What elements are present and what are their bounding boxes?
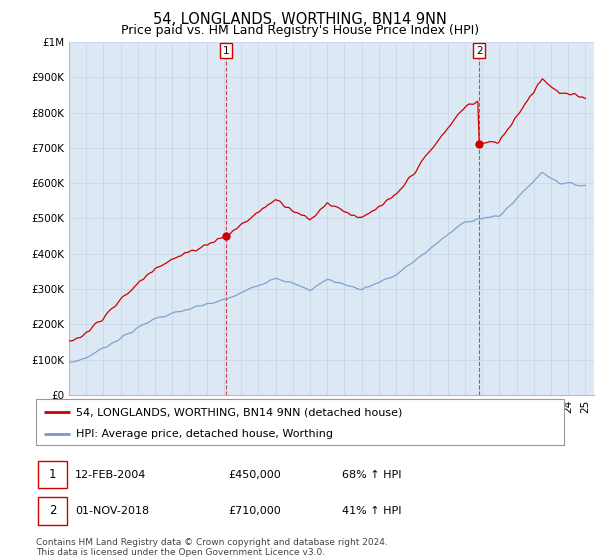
Text: HPI: Average price, detached house, Worthing: HPI: Average price, detached house, Wort…	[76, 429, 332, 438]
FancyBboxPatch shape	[38, 497, 67, 525]
Text: 41% ↑ HPI: 41% ↑ HPI	[342, 506, 401, 516]
Text: 12-FEB-2004: 12-FEB-2004	[75, 470, 146, 479]
Text: Price paid vs. HM Land Registry's House Price Index (HPI): Price paid vs. HM Land Registry's House …	[121, 24, 479, 37]
Text: 1: 1	[223, 46, 229, 56]
Text: 1: 1	[49, 468, 56, 481]
FancyBboxPatch shape	[38, 461, 67, 488]
Text: 68% ↑ HPI: 68% ↑ HPI	[342, 470, 401, 479]
Text: 2: 2	[476, 46, 482, 56]
Text: Contains HM Land Registry data © Crown copyright and database right 2024.
This d: Contains HM Land Registry data © Crown c…	[36, 538, 388, 557]
Text: £450,000: £450,000	[228, 470, 281, 479]
Text: 54, LONGLANDS, WORTHING, BN14 9NN (detached house): 54, LONGLANDS, WORTHING, BN14 9NN (detac…	[76, 407, 402, 417]
Text: 2: 2	[49, 505, 56, 517]
FancyBboxPatch shape	[36, 399, 564, 445]
Text: 01-NOV-2018: 01-NOV-2018	[75, 506, 149, 516]
Text: 54, LONGLANDS, WORTHING, BN14 9NN: 54, LONGLANDS, WORTHING, BN14 9NN	[153, 12, 447, 27]
Text: £710,000: £710,000	[228, 506, 281, 516]
